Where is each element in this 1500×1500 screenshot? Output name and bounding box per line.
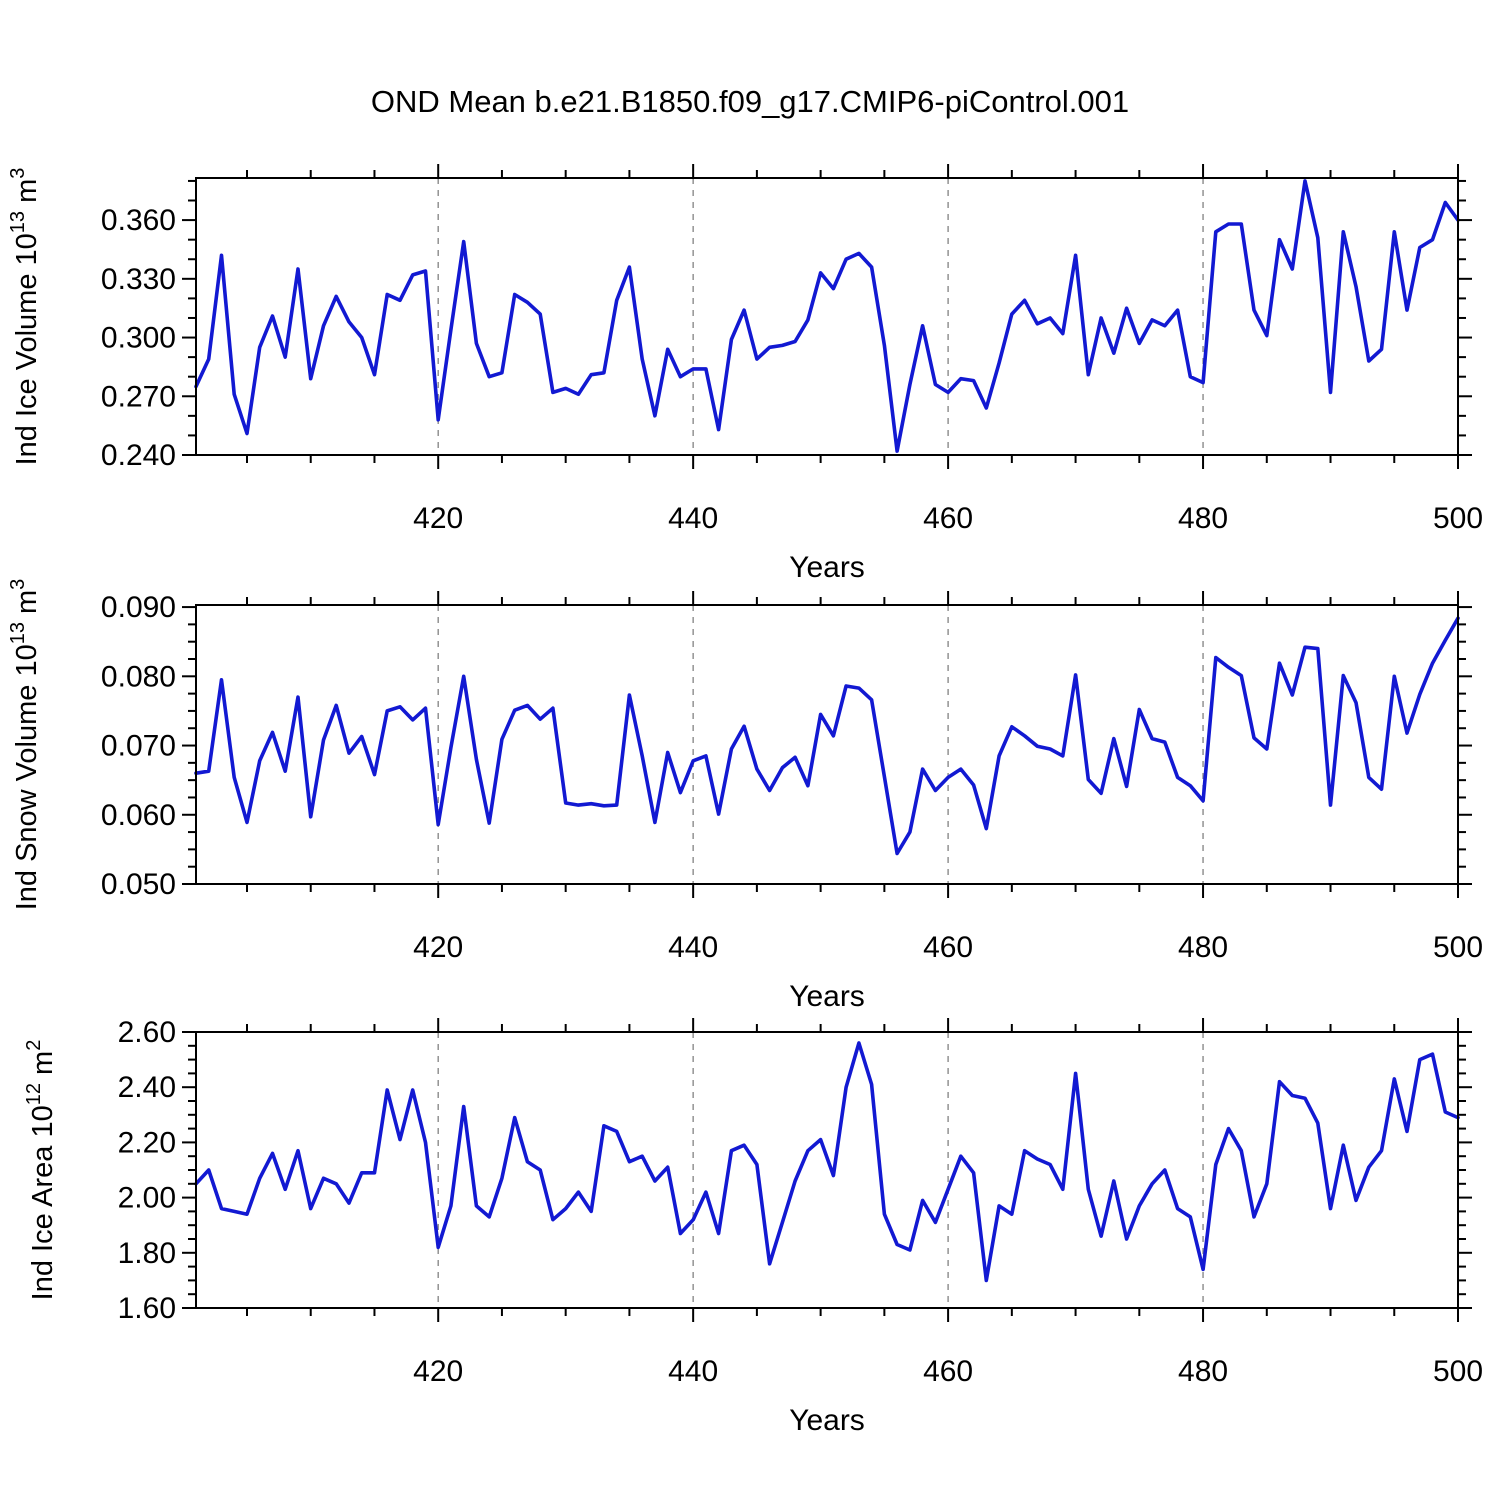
x-tick-label-420: 420 [413,931,463,964]
y-axis-title-ind-snow-volume: Ind Snow Volume 1013 m3 [7,579,43,911]
y-tick-label-0.090: 0.090 [101,591,176,624]
x-tick-label-460: 460 [923,502,973,535]
plot-frame [195,177,1459,456]
x-tick-label-480: 480 [1178,502,1228,535]
x-tick-label-500: 500 [1433,1355,1483,1388]
figure-title: OND Mean b.e21.B1850.f09_g17.CMIP6-piCon… [370,84,1130,119]
x-tick-label-460: 460 [923,931,973,964]
y-tick-label-0.270: 0.270 [101,380,176,413]
y-axis-title-ind-ice-area: Ind Ice Area 1012 m2 [23,1040,59,1301]
panel-ind-ice-area: 420 440 460 480 500 Years 1.60 1.80 2.00 2.20 2.40… [23,1016,1483,1437]
y-axis-title-ind-ice-volume: Ind Ice Volume 1013 m3 [7,168,43,466]
series-line-ind-ice-volume [194,179,1460,453]
y-tick-label-0.070: 0.070 [101,730,176,763]
y-tick-label-0.360: 0.360 [101,204,176,237]
y-tick-label-0.050: 0.050 [101,868,176,901]
x-tick-label-480: 480 [1178,1355,1228,1388]
x-tick-label-500: 500 [1433,931,1483,964]
series-line-ind-ice-area [194,1041,1460,1283]
x-tick-label-480: 480 [1178,931,1228,964]
y-ticks [182,1031,1472,1309]
y-tick-label-0.080: 0.080 [101,660,176,693]
x-tick-label-440: 440 [668,1355,718,1388]
x-tick-label-420: 420 [413,1355,463,1388]
x-ticks [245,1018,1459,1322]
x-axis-title: Years [789,1404,865,1437]
y-tick-label-2.60: 2.60 [118,1016,176,1049]
x-axis-title: Years [789,551,865,584]
x-ticks [245,591,1459,898]
y-ticks [182,179,1472,456]
panel-ind-ice-volume: 420 440 460 480 500 Years 0.240 0.270 0.300 0.330… [7,164,1483,584]
x-tick-label-440: 440 [668,502,718,535]
x-tick-label-440: 440 [668,931,718,964]
y-tick-label-1.60: 1.60 [118,1292,176,1325]
x-axis-title: Years [789,980,865,1013]
plot-frame [195,604,1459,885]
x-tick-label-420: 420 [413,502,463,535]
x-tick-label-500: 500 [1433,502,1483,535]
y-ticks [182,606,1472,885]
y-tick-label-1.80: 1.80 [118,1237,176,1270]
panel-ind-snow-volume: 420 440 460 480 500 Years 0.050 0.060 0.070 0.080… [7,579,1483,1013]
y-tick-label-2.00: 2.00 [118,1182,176,1215]
x-ticks [245,164,1459,469]
x-tick-label-460: 460 [923,1355,973,1388]
y-tick-label-0.240: 0.240 [101,439,176,472]
series-line-ind-snow-volume [194,616,1460,856]
y-tick-label-2.20: 2.20 [118,1126,176,1159]
y-tick-label-0.330: 0.330 [101,263,176,296]
y-tick-label-0.060: 0.060 [101,799,176,832]
y-tick-label-0.300: 0.300 [101,322,176,355]
y-tick-label-2.40: 2.40 [118,1071,176,1104]
